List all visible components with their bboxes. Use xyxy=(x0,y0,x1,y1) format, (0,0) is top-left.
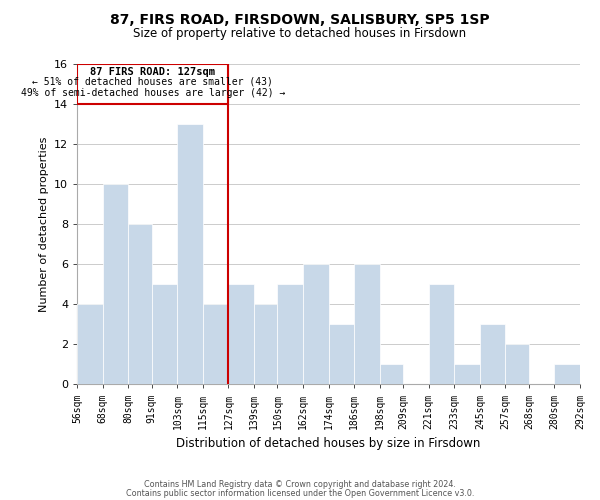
Bar xyxy=(277,284,303,384)
Text: 49% of semi-detached houses are larger (42) →: 49% of semi-detached houses are larger (… xyxy=(20,88,285,98)
Text: 87 FIRS ROAD: 127sqm: 87 FIRS ROAD: 127sqm xyxy=(91,67,215,77)
Text: ← 51% of detached houses are smaller (43): ← 51% of detached houses are smaller (43… xyxy=(32,76,274,86)
Bar xyxy=(454,364,480,384)
Bar xyxy=(480,324,505,384)
Bar xyxy=(554,364,580,384)
Bar xyxy=(103,184,128,384)
Text: Contains HM Land Registry data © Crown copyright and database right 2024.: Contains HM Land Registry data © Crown c… xyxy=(144,480,456,489)
Bar xyxy=(254,304,277,384)
Bar xyxy=(380,364,403,384)
Bar xyxy=(128,224,152,384)
Bar xyxy=(178,124,203,384)
Text: 87, FIRS ROAD, FIRSDOWN, SALISBURY, SP5 1SP: 87, FIRS ROAD, FIRSDOWN, SALISBURY, SP5 … xyxy=(110,12,490,26)
Bar xyxy=(303,264,329,384)
Bar xyxy=(229,284,254,384)
Bar xyxy=(152,284,178,384)
X-axis label: Distribution of detached houses by size in Firsdown: Distribution of detached houses by size … xyxy=(176,437,481,450)
Bar xyxy=(354,264,380,384)
Y-axis label: Number of detached properties: Number of detached properties xyxy=(38,136,49,312)
Bar xyxy=(329,324,354,384)
Bar xyxy=(203,304,229,384)
Bar xyxy=(77,304,103,384)
Text: Contains public sector information licensed under the Open Government Licence v3: Contains public sector information licen… xyxy=(126,489,474,498)
Bar xyxy=(505,344,529,385)
Bar xyxy=(77,64,229,104)
Bar xyxy=(429,284,454,384)
Text: Size of property relative to detached houses in Firsdown: Size of property relative to detached ho… xyxy=(133,28,467,40)
